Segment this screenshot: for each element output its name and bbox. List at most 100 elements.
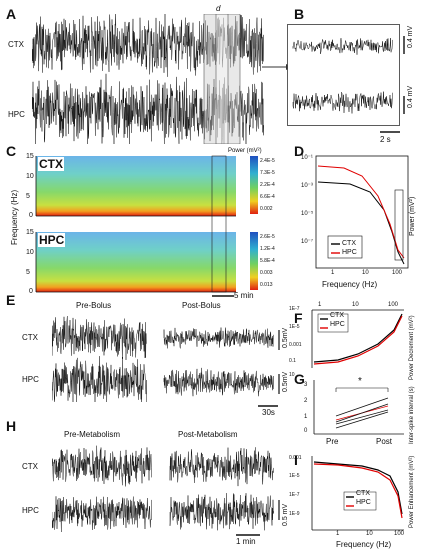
panel-e-hpc: HPC [22, 375, 39, 384]
tick-label: 0.1 [289, 358, 296, 364]
tick-label: 0.001 [289, 342, 302, 348]
panel-d-xlabel: Frequency (Hz) [322, 280, 378, 289]
tick-label: 2.2E-4 [260, 182, 275, 188]
panel-e-scale2: 0.5mV [282, 371, 289, 392]
trace-path [163, 327, 274, 349]
tick-label: 0.013 [260, 282, 273, 288]
tick-label: 15 [26, 229, 34, 236]
tick-label: 2 [304, 398, 308, 404]
panel-e-traces [52, 315, 280, 402]
hpc-colorbar [250, 232, 258, 290]
tick-label: 10⁻⁵ [301, 211, 314, 217]
panel-a-ctx-label: CTX [8, 40, 24, 49]
tick-label: 1E-7 [289, 306, 300, 312]
isi-paired-lines [335, 397, 389, 429]
tick-label: 10 [352, 302, 359, 308]
panel-c-hpc-label: HPC [38, 233, 66, 247]
tick-label: 10⁻³ [301, 183, 313, 189]
panel-a-letter: A [6, 6, 17, 22]
tick-label: 2.6E-5 [260, 234, 275, 240]
tick-label: 7.3E-5 [260, 170, 275, 176]
panel-e-ctx: CTX [22, 333, 38, 342]
hpc-psd-line [317, 165, 405, 259]
panel-c-ylabel: Frequency (Hz) [10, 189, 19, 245]
tick-label: 1.2E-4 [260, 246, 275, 252]
hpc-raw-trace [32, 73, 264, 144]
panel-f-ylabel: Power Decrement (mV²) [409, 315, 415, 380]
panel-e-col1: Pre-Bolus [76, 301, 112, 310]
panel-b-time-scale: 2 s [380, 135, 391, 144]
panel-g-ylabel: Inter-spike interval (s) [409, 386, 415, 444]
tick-label: 2.4E-5 [260, 158, 275, 164]
trace-path [52, 356, 147, 402]
panel-d-letter: D [294, 143, 305, 159]
panel-g-xtick-post: Post [376, 437, 393, 446]
ctx-decrement-line [313, 313, 403, 363]
panel-i-letter: I [294, 452, 298, 468]
tick-label: 100 [388, 302, 399, 308]
tick-label: 0 [29, 212, 33, 219]
tick-label: 15 [26, 153, 34, 160]
isi-pair-line [335, 411, 389, 429]
panel-i-legend-ctx: CTX [356, 490, 370, 497]
panel-g-sig: * [358, 376, 362, 387]
panel-f-plot [311, 309, 404, 368]
panel-d-psd-plot [315, 155, 409, 269]
panel-e-time-scale: 30s [262, 408, 275, 417]
hpc-spectrogram [36, 232, 236, 292]
panel-d-legend-ctx: CTX [342, 240, 356, 247]
tick-label: 100 [394, 531, 405, 537]
panel-h-col1: Pre-Metabolism [64, 430, 121, 439]
panel-h-time-scale: 1 min [236, 537, 256, 546]
tick-label: 0 [304, 428, 308, 434]
tick-label: 5 [26, 193, 30, 200]
panel-b-scale-top: 0.4 mV [407, 25, 414, 48]
post-bolus-hpc-trace [163, 367, 274, 397]
panel-e-time-bar [258, 405, 278, 407]
panel-b-scalebars [403, 36, 405, 114]
tick-label: 1E-5 [289, 473, 300, 479]
panel-h-hpc: HPC [22, 506, 39, 515]
tick-label: 0.003 [260, 270, 273, 276]
tick-label: 10⁻⁷ [301, 239, 314, 245]
panel-c-time-bar [212, 295, 234, 297]
panel-c-letter: C [6, 143, 17, 159]
tick-label: 1 [331, 270, 335, 276]
trace-path [32, 73, 264, 144]
panel-b-scale-bottom: 0.4 mV [407, 85, 414, 108]
ctx-raw-trace [32, 14, 264, 77]
hpc-decrement-line [313, 315, 403, 365]
panel-h-ctx: CTX [22, 462, 38, 471]
tick-label: 0.002 [260, 206, 273, 212]
panel-b-letter: B [294, 6, 305, 22]
ctx-enhancement-line [313, 461, 403, 515]
trace-path [52, 445, 152, 487]
post-bolus-ctx-trace [163, 327, 274, 349]
hpc-enhancement-line [313, 463, 403, 519]
panel-c-time-scale: 5 min [234, 291, 254, 300]
pre-bolus-hpc-trace [52, 356, 147, 402]
panel-h-col2: Post-Metabolism [178, 430, 238, 439]
ctx-colorbar [250, 156, 258, 214]
panel-d-ylabel: Power (mV²) [409, 196, 416, 236]
panel-a-hpc-label: HPC [8, 110, 25, 119]
tick-label: 10 [289, 372, 295, 378]
tick-label: 0 [29, 288, 33, 295]
isi-pair-line [335, 409, 389, 425]
panel-h-time-bar [236, 534, 260, 536]
tick-label: 10 [366, 531, 373, 537]
tick-label: 0.001 [289, 455, 302, 461]
panel-b-time-bar [380, 131, 400, 133]
pre-metabolism-hpc-trace [52, 496, 152, 532]
tick-label: 6.6E-4 [260, 194, 275, 200]
tick-label: 10⁻¹ [301, 155, 313, 161]
tick-label: 5.8E-4 [260, 258, 275, 264]
tick-label: 10 [26, 249, 34, 256]
trace-path [169, 493, 274, 531]
trace-path [163, 367, 274, 397]
panel-g-plot [313, 380, 404, 435]
panel-c-ctx-label: CTX [38, 157, 64, 171]
panel-i-plot [311, 456, 404, 531]
hpc-zoom-trace [292, 91, 393, 114]
post-metabolism-hpc-trace [169, 493, 274, 531]
